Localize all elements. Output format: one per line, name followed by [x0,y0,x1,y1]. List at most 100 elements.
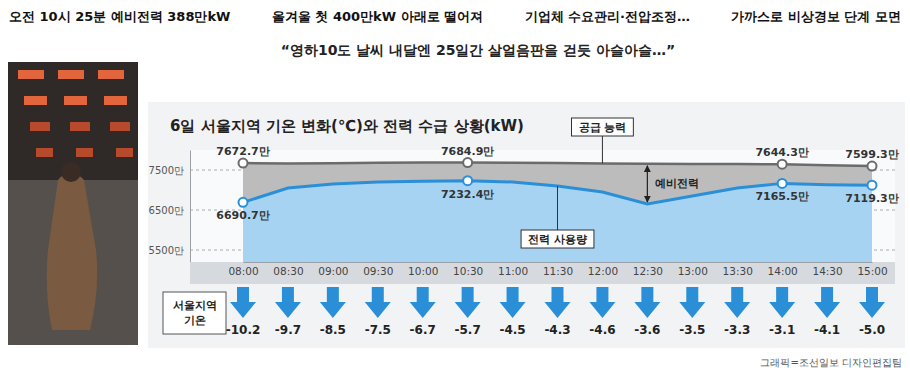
reserve-arrow [647,166,648,202]
temperature-arrow [500,287,526,318]
temperature-label: -8.5 [320,323,346,337]
series-marker [239,159,248,168]
temperature-label: -4.1 [814,323,840,337]
x-tick: 14:30 [812,262,842,277]
series-name-pointer [557,186,558,230]
x-tick: 12:00 [588,262,618,277]
y-axis-line [190,151,191,263]
temperature-arrow [230,287,256,318]
series-name: 공급 능력 [579,121,627,134]
temperature: 서울지역기온-10.2-9.7-8.5-7.5-6.7-5.7-4.5-4.3-… [163,287,885,337]
x-tick: 13:00 [678,262,708,277]
x-tick: 15:00 [857,262,887,277]
x-tick: 11:30 [543,262,573,277]
temperature-arrow [859,287,885,318]
photo [8,62,138,345]
y-tick: 5500만 [149,245,190,256]
temperature-arrow [679,287,705,318]
series-marker [778,160,787,169]
temperature-label: -7.5 [365,323,391,337]
temperature-label: -3.3 [724,323,750,337]
chart-title: 6일 서울지역 기온 변화(℃)와 전력 수급 상황(kW) [170,117,524,135]
temperature-arrow [814,287,840,318]
temperature-arrow [545,287,571,318]
x-tick: 08:30 [273,262,303,277]
temperature-arrow [320,287,346,318]
x-tick-label: 10:00 [408,265,438,277]
x-tick: 10:30 [453,262,483,277]
temperature-arrow [589,287,615,318]
photo-heater [76,148,93,157]
photo-heater [30,122,50,131]
x-tick-label: 13:00 [678,265,708,277]
x-tick-label: 13:30 [723,265,753,277]
x-tick: 08:00 [228,262,258,277]
x-band [190,262,895,284]
x-tick: 10:00 [408,262,438,277]
series-marker [463,158,472,167]
credit: 그래픽=조선일보 디자인편집팀 [760,357,902,368]
headline-text: 기업체 수요관리·전압조정… [525,9,690,24]
x-tick-label: 12:30 [633,265,663,277]
headline-text: 올겨울 첫 400만kW 아래로 떨어져 [272,9,483,24]
x-tick-label: 14:00 [768,265,798,277]
temperature-label: -4.5 [499,323,525,337]
temperature-label: -5.0 [859,323,885,337]
headline-text: 가까스로 비상경보 단계 모면 [731,9,901,24]
x-tick: 09:00 [318,262,348,277]
panel [148,102,905,348]
y-tick-label: 7500만 [149,165,184,176]
x-tick-label: 08:30 [273,265,303,277]
x-tick-label: 09:30 [363,265,393,277]
data-label: 6690.7만 [216,209,269,222]
temperature-label: -4.3 [544,323,570,337]
y-tick: 7500만 [149,165,190,176]
temperature-label: -5.7 [455,323,481,337]
series-name-box [572,118,634,136]
series-marker [868,162,877,171]
x-tick: 12:30 [633,262,663,277]
x-tick-label: 12:00 [588,265,618,277]
photo-heater [58,70,84,79]
series-marker [868,181,877,190]
x-tick: 14:00 [768,262,798,277]
photo-person [47,173,97,331]
temperature-label: -4.6 [589,323,615,337]
x-tick-label: 10:30 [453,265,483,277]
photo-heater [116,148,133,157]
headline: 오전 10시 25분 예비전력 388만kW 올겨울 첫 400만kW 아래로 떨… [9,9,901,24]
y-axis: 5500만6500만7500만 [149,151,191,263]
series-name-pointer [602,136,603,163]
temperature-label: -3.6 [634,323,660,337]
x-tick-label: 14:30 [812,265,842,277]
x-tick-label: 11:30 [543,265,573,277]
photo-heater [110,122,130,131]
usage-area [243,181,872,262]
temperature-arrow [455,287,481,318]
photo-heater [36,148,53,157]
headline-text: 오전 10시 25분 예비전력 388만kW [9,9,230,24]
temperature-arrow [724,287,750,318]
photo-heater [98,70,124,79]
x-axis: 08:0008:3009:0009:3010:0010:3011:0011:30… [228,262,887,277]
temperature-arrow [769,287,795,318]
data-label: 7599.3만 [845,148,898,161]
temperature-arrow [410,287,436,318]
series-marker [778,179,787,188]
series-marker [463,176,472,185]
temperature-label: -10.2 [226,323,261,337]
temperature-label: -6.7 [410,323,436,337]
annotations: 공급 능력전력 사용량예비전력 [521,118,699,248]
photo-bg [8,62,138,345]
temperature-label: -3.5 [679,323,705,337]
series-marker [239,198,248,207]
plot-bg [190,150,895,262]
y-tick-label: 5500만 [149,245,184,256]
marks [239,158,877,262]
temperature-label: -3.1 [769,323,795,337]
photo-heater [70,122,90,131]
photo-heater [64,96,87,105]
data-label: 7684.9만 [441,145,494,158]
temperature-arrow [275,287,301,318]
x-axis-line [244,262,873,263]
